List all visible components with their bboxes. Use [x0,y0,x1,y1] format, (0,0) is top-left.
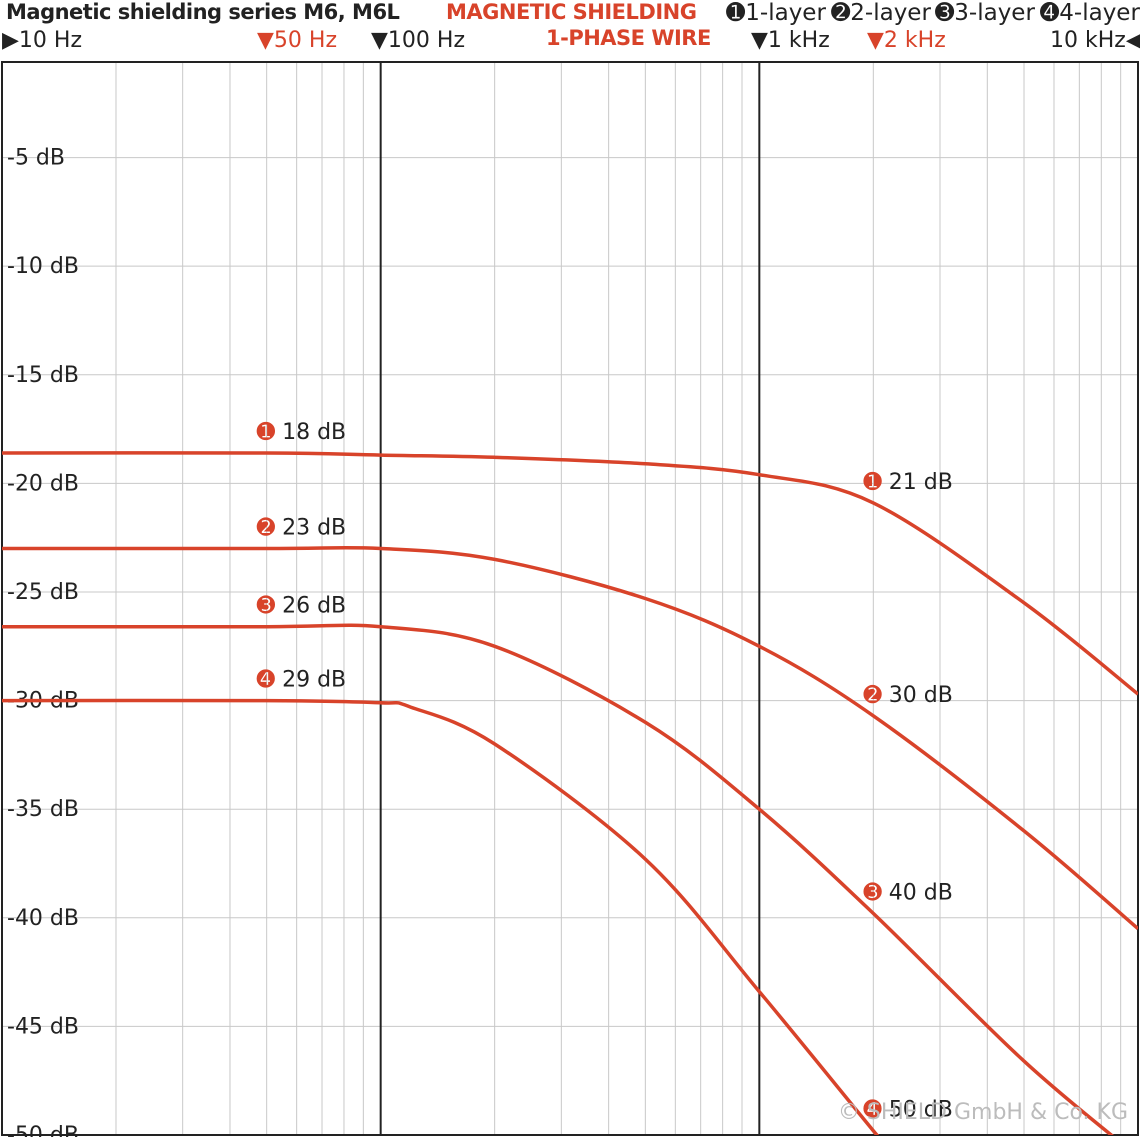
copyright-watermark: © SHIELD GmbH & Co. KG [837,1100,1128,1125]
curve-annotation: ➌ 26 dB [257,594,346,619]
plot-frame [1,61,1139,1136]
series-line-4 [2,698,880,1135]
curve-annotation: ➊ 21 dB [863,470,952,495]
legend-layer-1: ➊1-layer [726,0,826,26]
y-tick-label: -5 dB [7,146,65,171]
series-line-3 [2,623,1114,1135]
freq-label-100hz: ▼100 Hz [371,28,465,53]
curve-annotation: ➊ 18 dB [257,420,346,445]
series-line-2 [2,545,1138,931]
y-tick-label: -45 dB [7,1014,79,1039]
y-tick-label: -20 dB [7,471,79,496]
freq-label-1khz: ▼1 kHz [751,28,830,53]
curve-annotation: ➍ 50 dB [863,1098,952,1123]
curve-annotation: ➍ 29 dB [257,668,346,693]
curve-annotation: ➋ 30 dB [863,683,952,708]
legend-layer-4: ➍4-layer [1040,0,1140,26]
y-tick-label: -10 dB [7,254,79,279]
series-line-1 [2,451,1138,696]
curve-annotation: ➌ 40 dB [863,880,952,905]
freq-label-10khz: 10 kHz◀ [1050,28,1140,53]
curve-annotation: ➋ 23 dB [257,516,346,541]
y-tick-label: -15 dB [7,363,79,388]
page-title: Magnetic shielding series M6, M6L [6,0,400,24]
y-tick-label: -40 dB [7,906,79,931]
freq-label-50hz: ▼50 Hz [257,28,337,53]
chart-title-line2: 1-PHASE WIRE [546,26,711,50]
freq-label-10hz: ▶10 Hz [2,28,82,53]
freq-label-2khz: ▼2 kHz [867,28,946,53]
legend-layer-3: ➌3-layer [935,0,1035,26]
legend-layer-2: ➋2-layer [831,0,931,26]
y-tick-label: -50 dB [7,1123,79,1137]
chart-title-line1: MAGNETIC SHIELDING [446,0,697,24]
y-tick-label: -35 dB [7,797,79,822]
y-tick-label: -25 dB [7,580,79,605]
